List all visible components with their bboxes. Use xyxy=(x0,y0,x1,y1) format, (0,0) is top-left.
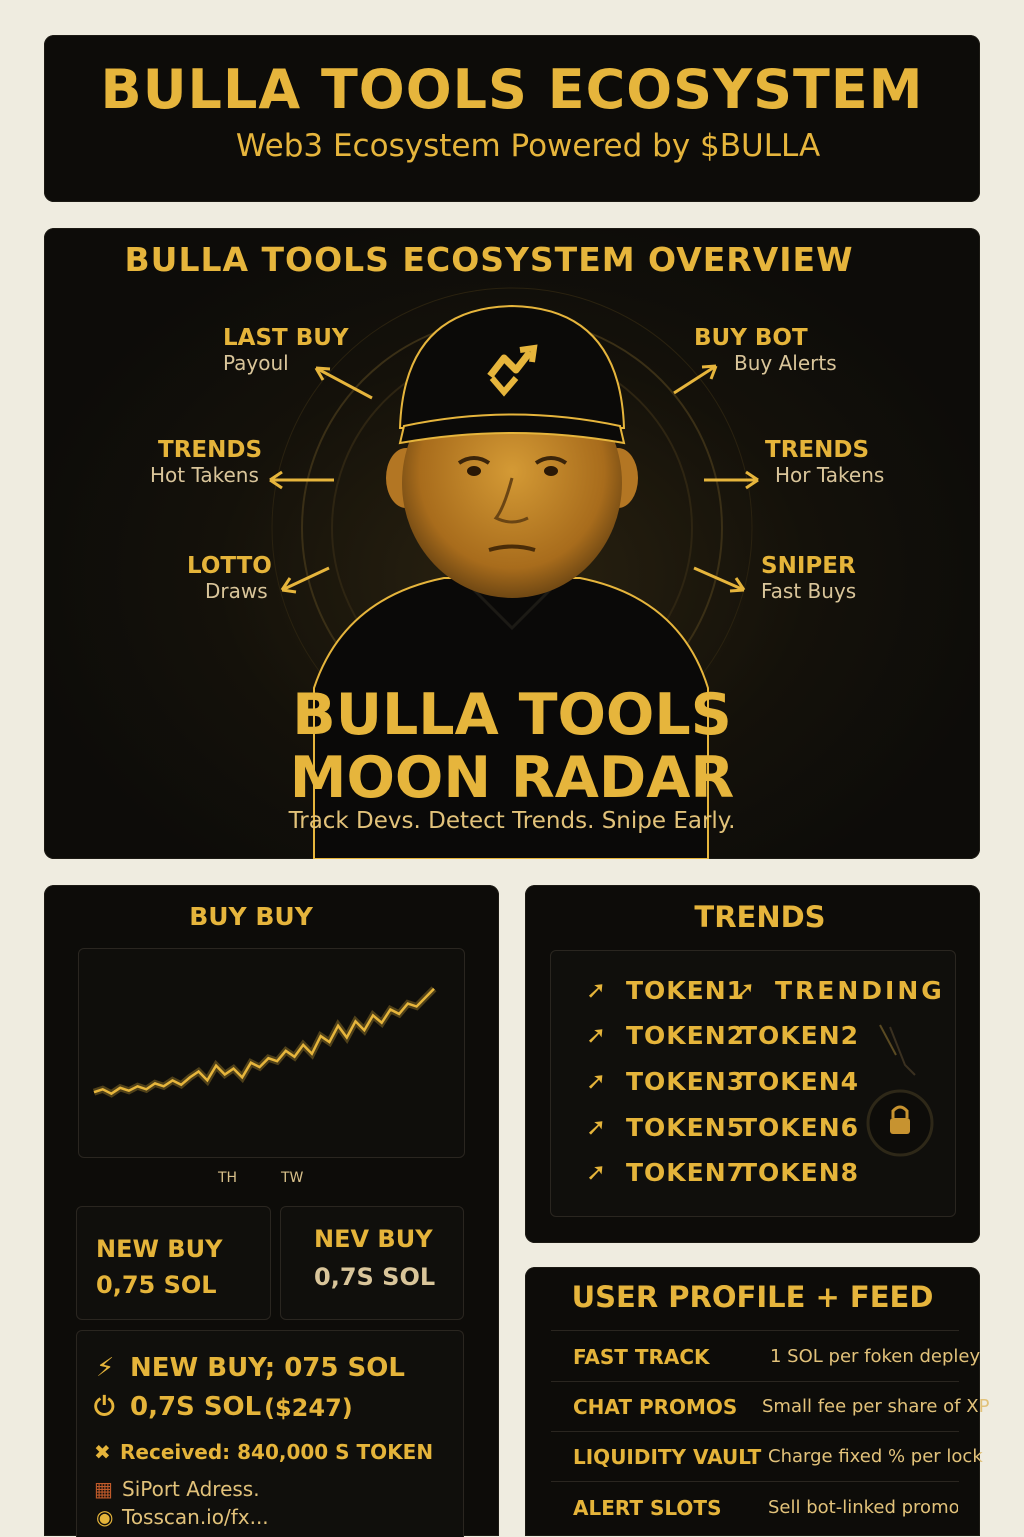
page-title: BULLA TOOLS ECOSYSTEM xyxy=(100,58,924,121)
explorer-link[interactable]: Tosscan.io/fx... xyxy=(122,1505,269,1529)
grid-icon: ▦ xyxy=(94,1477,113,1501)
profile-row-alert-slots[interactable] xyxy=(551,1481,959,1532)
trend-row-3-b[interactable]: TOKEN4 xyxy=(740,1067,860,1096)
feature-trends-left[interactable]: TRENDS Hot Takens xyxy=(150,437,263,487)
profile-row-label: CHAT PROMOS xyxy=(573,1395,738,1419)
buy-chart-svg xyxy=(92,986,437,1098)
new-buy-card-2-value: 0,7S SOL xyxy=(314,1263,436,1291)
series-line xyxy=(93,987,435,1096)
trend-row-2-b[interactable]: TOKEN2 xyxy=(740,1021,860,1050)
feature-trends-right[interactable]: TRENDS Hor Takens xyxy=(765,437,885,487)
link-icon: ◉ xyxy=(96,1505,114,1529)
arrow-icon: ➚ xyxy=(586,1158,607,1186)
trend-row-1-b[interactable]: TRENDING xyxy=(775,976,945,1005)
amount-sol: 0,7S SOL xyxy=(130,1392,262,1422)
trend-row-5-a[interactable]: TOKEN7 xyxy=(626,1158,746,1187)
buy-details-card xyxy=(76,1330,464,1537)
mascot-illustration xyxy=(269,287,759,859)
new-buy-card-1[interactable] xyxy=(76,1206,271,1320)
new-buy-card-2[interactable] xyxy=(280,1206,464,1320)
profile-row-label: FAST TRACK xyxy=(573,1345,710,1369)
new-buy-line: NEW BUY; 075 SOL xyxy=(130,1353,405,1383)
trend-row-4-a[interactable]: TOKEN5 xyxy=(626,1113,746,1142)
feature-buy-bot[interactable]: BUY BOT Buy Alerts xyxy=(694,325,837,375)
lightning-icon: ⚡ xyxy=(96,1353,115,1383)
feature-lotto[interactable]: LOTTO Draws xyxy=(187,553,272,603)
swap-icon: ✖ xyxy=(94,1440,111,1464)
profile-row-desc: Sell bot-linked promo sp xyxy=(768,1497,958,1518)
overview-title: BULLA TOOLS ECOSYSTEM OVERVIEW xyxy=(124,240,854,279)
trend-row-5-b[interactable]: TOKEN8 xyxy=(740,1158,860,1187)
overview-panel xyxy=(44,228,980,859)
arrow-icon: ➚ xyxy=(735,976,756,1004)
new-buy-card-2-label: NEV BUY xyxy=(314,1225,433,1253)
profile-row-desc: Small fee per share of XP xyxy=(762,1396,990,1417)
profile-row-fast-track[interactable] xyxy=(551,1330,959,1381)
power-icon: ⏻ xyxy=(94,1392,115,1422)
feature-sniper[interactable]: SNIPER Fast Buys xyxy=(761,553,857,603)
buy-chart xyxy=(78,948,465,1158)
header-banner xyxy=(44,35,980,202)
new-buy-card-1-value: 0,75 SOL xyxy=(96,1271,217,1299)
profile-panel-title: USER PROFILE + FEED xyxy=(571,1280,934,1314)
profile-panel xyxy=(525,1267,980,1536)
profile-row-chat-promos[interactable] xyxy=(551,1381,959,1432)
arrow-icon: ➚ xyxy=(586,1067,607,1095)
tagline: Track Devs. Detect Trends. Snipe Early. xyxy=(288,808,736,834)
trend-row-2-a[interactable]: TOKEN2 xyxy=(626,1021,746,1050)
page-subtitle: Web3 Ecosystem Powered by $BULLA xyxy=(235,128,821,164)
x-tick-label: TH xyxy=(218,1170,238,1186)
headline-line-1: BULLA TOOLS xyxy=(292,682,732,748)
new-buy-card-1-label: NEW BUY xyxy=(96,1235,223,1263)
trend-row-4-b[interactable]: TOKEN6 xyxy=(740,1113,860,1142)
arrow-icon xyxy=(269,364,759,594)
x-tick-label: TW xyxy=(281,1170,304,1186)
trend-row-1-a[interactable]: TOKEN1 xyxy=(626,976,746,1005)
report-line: SiPort Adress. xyxy=(122,1477,260,1501)
lock-icon[interactable] xyxy=(860,1015,940,1175)
profile-row-label: LIQUIDITY VAULT xyxy=(573,1445,762,1469)
trends-list xyxy=(550,950,956,1217)
arrow-icon: ➚ xyxy=(586,1021,607,1049)
series-line-glow xyxy=(92,986,437,1098)
trends-panel-title: TRENDS xyxy=(694,900,826,934)
profile-row-label: ALERT SLOTS xyxy=(573,1496,722,1520)
profile-row-liquidity-vault[interactable] xyxy=(551,1431,959,1482)
buy-panel-title: BUY BUY xyxy=(189,902,313,931)
profile-row-desc: Charge fixed % per lock xyxy=(768,1446,983,1467)
profile-row-desc: 1 SOL per foken depley xyxy=(770,1346,981,1367)
bull-arrow-logo-icon xyxy=(487,344,538,397)
arrow-icon: ➚ xyxy=(586,976,607,1004)
feature-last-buy[interactable]: LAST BUY Payoul xyxy=(223,325,349,375)
amount-usd: ($247) xyxy=(264,1394,353,1422)
trend-row-3-a[interactable]: TOKEN3 xyxy=(626,1067,746,1096)
received-line: Received: 840,000 S TOKEN xyxy=(120,1440,434,1464)
arrow-icon: ➚ xyxy=(586,1113,607,1141)
headline-line-2: MOON RADAR xyxy=(289,745,735,811)
